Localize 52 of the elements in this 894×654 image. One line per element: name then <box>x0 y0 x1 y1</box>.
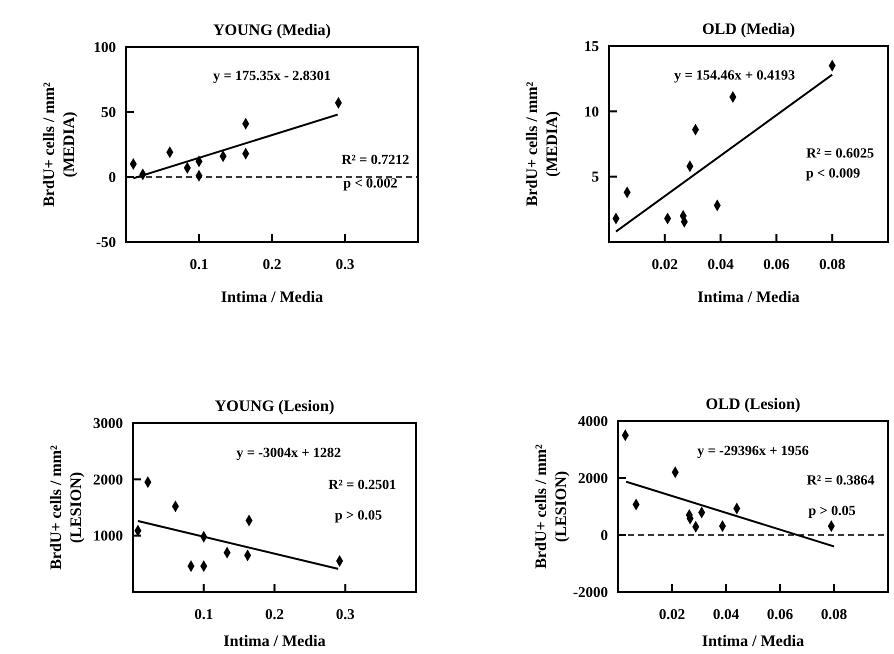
x-tick-label: 0.2 <box>265 607 284 623</box>
y-tick-label: 50 <box>101 105 116 121</box>
chart-title: YOUNG (Media) <box>213 22 331 39</box>
y-axis-title: BrdU+ cells / mm² (LESION) <box>533 444 570 569</box>
x-axis-title: Intima / Media <box>220 289 324 306</box>
y-tick-label: -2000 <box>573 585 608 601</box>
x-tick-label: 0.02 <box>658 607 686 623</box>
annotation: y = 175.35x - 2.8301 <box>213 69 331 84</box>
y-tick-label: 0 <box>600 528 608 544</box>
annotation: p > 0.05 <box>334 508 382 524</box>
annotation: p < 0.002 <box>343 176 398 192</box>
x-tick-label: 0.3 <box>336 607 355 623</box>
x-axis-title: Intima / Media <box>702 633 804 650</box>
x-tick-label: 0.04 <box>707 257 734 273</box>
annotation: y = -29396x + 1956 <box>697 444 809 460</box>
y-tick-label: 0 <box>108 170 116 186</box>
y-tick-label: 3000 <box>93 416 123 432</box>
annotation: R² = 0.3864 <box>806 473 874 488</box>
x-tick-label: 0.2 <box>262 257 282 273</box>
y-tick-label: 5 <box>592 170 599 186</box>
x-tick-label: 0.06 <box>766 607 794 623</box>
x-tick-label: 0.08 <box>820 607 848 623</box>
annotation: y = 154.46x + 0.4193 <box>674 68 796 84</box>
y-tick-label: -50 <box>96 235 116 251</box>
chart-title: OLD (Lesion) <box>706 396 800 413</box>
x-tick-label: 0.1 <box>190 257 208 273</box>
y-tick-label: 10 <box>584 104 599 120</box>
x-tick-label: 0.02 <box>652 257 678 273</box>
annotation: y = -3004x + 1282 <box>236 446 341 461</box>
x-axis-title: Intima / Media <box>697 289 800 306</box>
y-axis-title: BrdU+ cells / mm² (MEDIA) <box>524 82 561 206</box>
y-tick-label: 100 <box>94 40 116 56</box>
chart-title: OLD (Media) <box>702 21 795 38</box>
x-tick-label: 0.3 <box>336 257 354 273</box>
y-tick-label: 2000 <box>578 471 608 487</box>
x-tick-label: 0.04 <box>712 607 740 623</box>
y-tick-label: 1000 <box>93 528 123 545</box>
y-tick-label: 15 <box>584 39 599 55</box>
x-tick-label: 0.06 <box>763 257 790 273</box>
annotation: R² = 0.6025 <box>806 146 874 162</box>
y-axis-title: BrdU+ cells / mm² (LESION) <box>48 445 85 570</box>
x-tick-label: 0.08 <box>819 257 846 273</box>
annotation: p < 0.009 <box>806 166 860 182</box>
annotation: R² = 0.2501 <box>328 478 396 493</box>
y-tick-label: 4000 <box>578 414 608 430</box>
y-axis-title: BrdU+ cells / mm² (MEDIA) <box>41 82 78 207</box>
annotation: p > 0.05 <box>808 504 856 520</box>
chart-title: YOUNG (Lesion) <box>214 398 334 415</box>
x-tick-label: 0.1 <box>194 607 214 623</box>
x-axis-title: Intima / Media <box>223 633 326 650</box>
annotation: R² = 0.7212 <box>341 153 410 168</box>
y-tick-label: 2000 <box>93 472 123 488</box>
